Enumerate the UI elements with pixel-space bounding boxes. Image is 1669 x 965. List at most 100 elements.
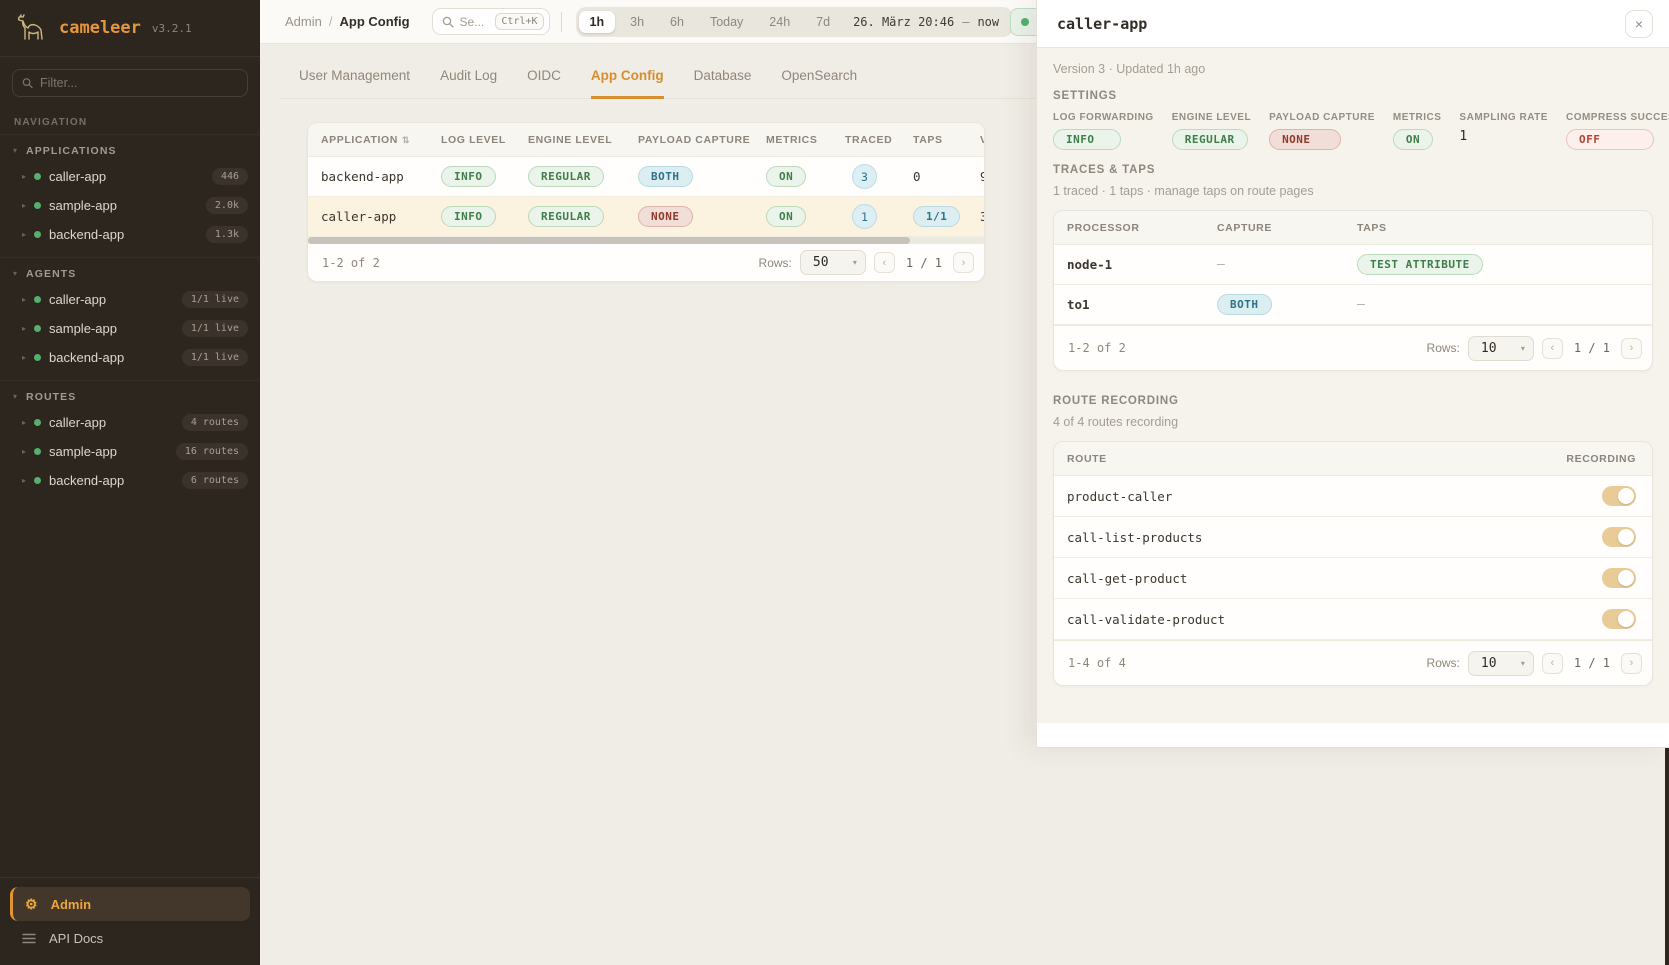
log-level-badge: INFO: [441, 206, 496, 227]
tab-oidc[interactable]: OIDC: [527, 68, 561, 83]
time-range-today[interactable]: Today: [709, 14, 744, 29]
table-row-backend-app[interactable]: backend-app INFO REGULAR BOTH ON 3 0 9: [308, 157, 984, 197]
close-button[interactable]: ×: [1625, 9, 1653, 38]
status-dot-icon: [34, 231, 42, 238]
cell-processor: node-1: [1067, 257, 1113, 272]
chevron-right-icon: ▸: [22, 229, 27, 239]
sort-icon: ⇅: [402, 134, 411, 145]
tab-user-management[interactable]: User Management: [299, 68, 411, 83]
traces-table: PROCESSOR CAPTURE TAPS node-1 — TEST ATT…: [1053, 210, 1653, 371]
table-header-row: APPLICATION ⇅ LOG LEVEL ENGINE LEVEL PAYL…: [308, 123, 984, 157]
metrics-badge: ON: [766, 166, 807, 187]
app-detail-drawer: caller-app × Version 3 · Updated 1h ago …: [1036, 0, 1669, 748]
table-footer: 1-2 of 2 Rows: 10 ▾ ‹ 1 / 1 ›: [1054, 325, 1652, 370]
col-route: ROUTE: [1067, 452, 1107, 465]
time-range-3h[interactable]: 3h: [630, 14, 645, 29]
group-header-routes[interactable]: ▾ ROUTES: [0, 385, 260, 408]
recording-toggle[interactable]: [1602, 527, 1636, 547]
camel-logo-icon: [17, 14, 43, 40]
row-range: 1-4 of 4: [1068, 656, 1126, 670]
rows-per-page-select[interactable]: 50 ▾: [799, 250, 866, 275]
filter-input[interactable]: [40, 76, 238, 90]
rows-per-page-label: Rows:: [1426, 341, 1460, 355]
settings-fields: LOG FORWARDING INFO ENGINE LEVEL REGULAR…: [1053, 112, 1669, 150]
group-header-applications[interactable]: ▾ APPLICATIONS: [0, 139, 260, 162]
sidebar-item-sample-app[interactable]: ▸ sample-app 2.0k: [0, 191, 260, 220]
breadcrumb-admin[interactable]: Admin: [285, 14, 322, 29]
admin-tabs: User Management Audit Log OIDC App Confi…: [280, 44, 1618, 99]
time-range-7d[interactable]: 7d: [816, 14, 831, 29]
recording-toggle[interactable]: [1602, 609, 1636, 629]
sidebar-group-routes: ▾ ROUTES ▸ caller-app 4 routes ▸ sample-…: [0, 380, 260, 503]
sampling-rate-value: 1: [1459, 129, 1468, 144]
date-separator: —: [962, 14, 970, 29]
sidebar-item-caller-app-routes[interactable]: ▸ caller-app 4 routes: [0, 408, 260, 437]
horizontal-scrollbar[interactable]: [308, 237, 984, 244]
traces-section-label: TRACES & TAPS: [1053, 164, 1156, 176]
log-forwarding-badge: INFO: [1053, 129, 1121, 150]
sidebar-item-badge: 446: [211, 168, 248, 185]
prev-page-button[interactable]: ‹: [873, 252, 895, 273]
time-range-24h[interactable]: 24h: [769, 14, 791, 29]
date-to: now: [977, 14, 1000, 29]
table-row-product-caller[interactable]: product-caller: [1054, 476, 1652, 517]
page-scrollbar[interactable]: [1665, 748, 1669, 965]
next-page-button[interactable]: ›: [1621, 652, 1642, 674]
sidebar: cameleer v3.2.1 NAVIGATION ▾ APPLICATION…: [0, 0, 260, 965]
sidebar-filter[interactable]: [12, 69, 248, 97]
table-row-call-get-product[interactable]: call-get-product: [1054, 558, 1652, 599]
next-page-button[interactable]: ›: [1621, 337, 1642, 359]
group-label: APPLICATIONS: [26, 145, 117, 157]
time-range-1h[interactable]: 1h: [578, 10, 616, 33]
sidebar-item-badge: 1/1 live: [181, 320, 248, 337]
field-engine-level: ENGINE LEVEL REGULAR: [1171, 112, 1251, 150]
time-range-6h[interactable]: 6h: [670, 14, 684, 29]
table-header-row: PROCESSOR CAPTURE TAPS: [1054, 211, 1652, 245]
drawer-header: caller-app ×: [1037, 0, 1669, 48]
traces-subtitle: 1 traced · 1 taps · manage taps on route…: [1053, 184, 1314, 198]
logo: cameleer v3.2.1: [0, 0, 260, 57]
sidebar-footer: ⚙ Admin API Docs: [0, 877, 260, 965]
prev-page-button[interactable]: ‹: [1541, 337, 1563, 359]
prev-page-button[interactable]: ‹: [1541, 652, 1563, 674]
tab-app-config[interactable]: App Config: [590, 68, 664, 99]
group-label: ROUTES: [26, 391, 77, 403]
tab-database[interactable]: Database: [693, 68, 752, 83]
sidebar-item-backend-app-agent[interactable]: ▸ backend-app 1/1 live: [0, 343, 260, 372]
global-search[interactable]: Se... Ctrl+K: [431, 8, 550, 35]
col-traced: TRACED: [845, 133, 893, 146]
table-row-node-1[interactable]: node-1 — TEST ATTRIBUTE: [1054, 245, 1652, 285]
tab-opensearch[interactable]: OpenSearch: [781, 68, 858, 83]
chevron-down-icon: ▾: [852, 258, 857, 267]
table-row-call-list-products[interactable]: call-list-products: [1054, 517, 1652, 558]
tab-audit-log[interactable]: Audit Log: [440, 68, 498, 83]
status-dot-icon: [34, 419, 42, 426]
cell-application: backend-app: [321, 169, 404, 184]
engine-level-badge: REGULAR: [528, 206, 604, 227]
sidebar-item-admin[interactable]: ⚙ Admin: [10, 887, 250, 921]
table-row-to1[interactable]: to1 BOTH —: [1054, 285, 1652, 325]
sidebar-item-backend-app[interactable]: ▸ backend-app 1.3k: [0, 220, 260, 249]
sidebar-item-badge: 16 routes: [175, 443, 248, 460]
rows-per-page-select[interactable]: 10 ▾: [1467, 650, 1534, 676]
table-row-caller-app[interactable]: caller-app INFO REGULAR NONE ON 1 1/1 3: [308, 197, 984, 237]
group-header-agents[interactable]: ▾ AGENTS: [0, 262, 260, 285]
row-range: 1-2 of 2: [322, 255, 380, 270]
sidebar-item-sample-app-routes[interactable]: ▸ sample-app 16 routes: [0, 437, 260, 466]
taps-badge: 1/1: [913, 206, 961, 227]
date-range-display[interactable]: 26. März 20:46 — now: [853, 15, 999, 29]
sidebar-item-api-docs[interactable]: API Docs: [10, 921, 250, 955]
sidebar-item-caller-app-agent[interactable]: ▸ caller-app 1/1 live: [0, 285, 260, 314]
recording-toggle[interactable]: [1602, 486, 1636, 506]
sidebar-item-backend-app-routes[interactable]: ▸ backend-app 6 routes: [0, 466, 260, 495]
col-application[interactable]: APPLICATION ⇅: [321, 133, 411, 146]
sidebar-item-sample-app-agent[interactable]: ▸ sample-app 1/1 live: [0, 314, 260, 343]
next-page-button[interactable]: ›: [953, 252, 974, 273]
search-icon: [22, 78, 33, 89]
scrollbar-thumb[interactable]: [308, 237, 910, 244]
rows-per-page-select[interactable]: 10 ▾: [1467, 335, 1534, 361]
table-row-call-validate-product[interactable]: call-validate-product: [1054, 599, 1652, 640]
sidebar-item-caller-app[interactable]: ▸ caller-app 446: [0, 162, 260, 191]
close-icon: ×: [1634, 15, 1644, 32]
recording-toggle[interactable]: [1602, 568, 1636, 588]
